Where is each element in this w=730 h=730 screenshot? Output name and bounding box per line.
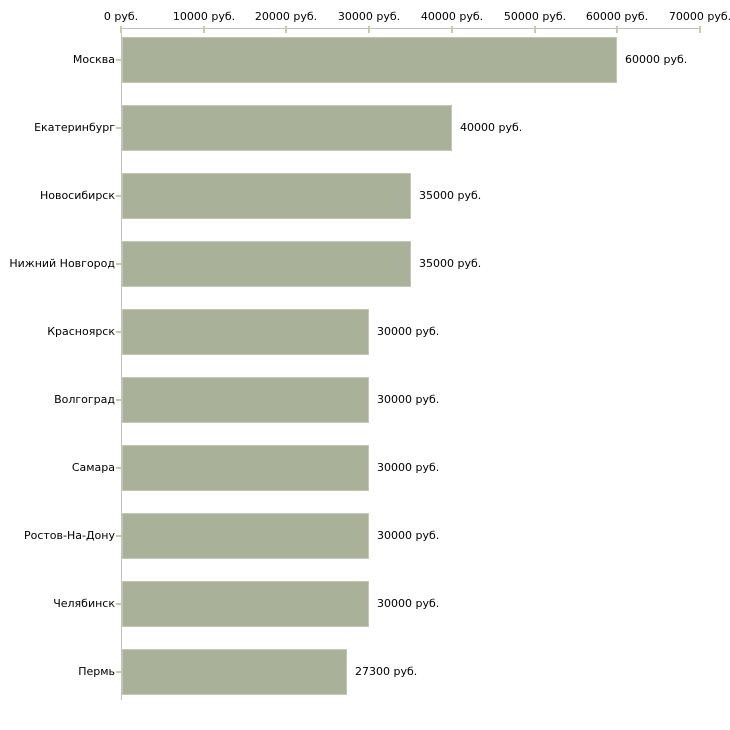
bar-value-label: 35000 руб. [419,189,482,202]
y-axis-line [121,28,122,700]
y-axis-tick [116,467,121,469]
bar-value-label: 35000 руб. [419,257,482,270]
x-axis-tick-label: 20000 руб. [254,10,318,23]
category-label: Новосибирск [39,189,115,202]
y-axis-tick [116,671,121,673]
x-axis-tick [120,26,122,33]
x-axis-tick-label: 30000 руб. [337,10,401,23]
y-axis-tick [116,535,121,537]
x-axis-tick [451,26,453,33]
x-axis-tick-label: 0 руб. [103,10,139,23]
bar-value-label: 30000 руб. [377,325,440,338]
bar [122,445,369,491]
y-axis-tick [116,263,121,265]
category-label: Самара [71,461,115,474]
category-label: Челябинск [53,597,115,610]
bar-value-label: 60000 руб. [625,53,688,66]
x-axis-tick [368,26,370,33]
bar-value-label: 27300 руб. [355,665,418,678]
category-label: Пермь [78,665,115,678]
category-label: Волгоград [54,393,115,406]
bar [122,513,369,559]
bar [122,37,617,83]
x-axis-tick-label: 70000 руб. [668,10,730,23]
category-label: Москва [72,53,115,66]
category-label: Нижний Новгород [9,257,115,270]
bar [122,309,369,355]
x-axis-tick-label: 60000 руб. [585,10,649,23]
y-axis-tick [116,195,121,197]
x-axis-tick-label: 50000 руб. [503,10,567,23]
bar [122,581,369,627]
y-axis-tick [116,603,121,605]
bar [122,649,347,695]
x-axis-tick [203,26,205,33]
x-axis-tick [285,26,287,33]
bar-value-label: 30000 руб. [377,597,440,610]
bar [122,173,411,219]
y-axis-tick [116,331,121,333]
category-label: Красноярск [47,325,115,338]
bar [122,377,369,423]
y-axis-tick [116,59,121,61]
bar-value-label: 30000 руб. [377,529,440,542]
y-axis-tick [116,399,121,401]
bar [122,105,452,151]
bar-value-label: 30000 руб. [377,393,440,406]
x-axis-tick [534,26,536,33]
bar-value-label: 30000 руб. [377,461,440,474]
x-axis-tick-label: 40000 руб. [420,10,484,23]
category-label: Ростов-На-Дону [23,529,115,542]
x-axis-tick-label: 10000 руб. [172,10,236,23]
bar-value-label: 40000 руб. [460,121,523,134]
bar [122,241,411,287]
category-label: Екатеринбург [34,121,115,134]
x-axis-tick [699,26,701,33]
x-axis-tick [616,26,618,33]
y-axis-tick [116,127,121,129]
x-axis-line [121,28,700,29]
